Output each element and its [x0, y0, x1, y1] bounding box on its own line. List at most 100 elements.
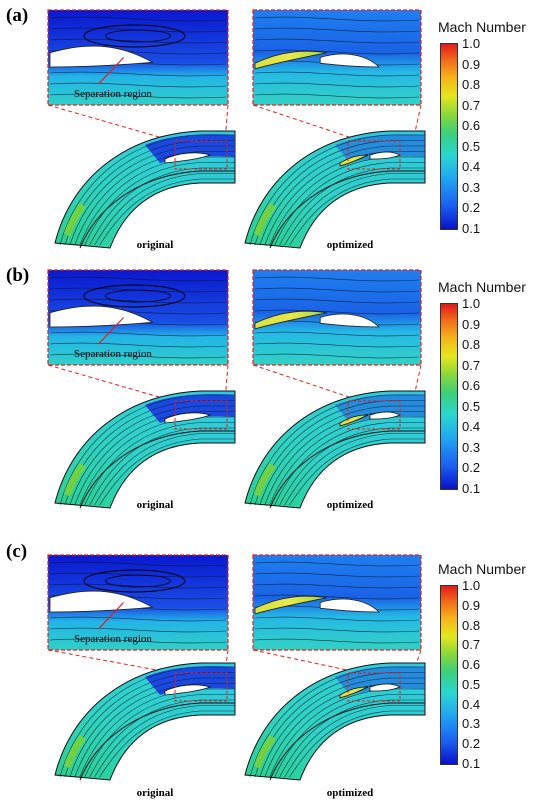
left-inset-streamline	[49, 638, 227, 644]
left-inset	[47, 269, 229, 366]
colorbar-title: Mach Number	[438, 561, 526, 577]
right-inset-streamline	[254, 342, 420, 348]
left-inset-streamline	[49, 93, 227, 99]
left-inset-streamline	[49, 353, 227, 359]
right-inset-streamline	[254, 287, 420, 293]
left-inset	[47, 554, 229, 651]
right-inset-streamline	[254, 93, 420, 99]
colorbar-title: Mach Number	[438, 19, 526, 35]
right-high-speed-strip	[254, 735, 276, 769]
left-streamline	[99, 710, 235, 778]
left-splitter-vane	[164, 684, 212, 696]
left-streamline	[84, 422, 235, 506]
left-inset-streamline	[49, 616, 227, 622]
left-inset	[47, 9, 229, 106]
right-streamline	[249, 134, 425, 246]
caption-optimized: optimized	[326, 499, 374, 511]
left-inset-streamline	[49, 38, 227, 44]
caption-original: original	[136, 499, 174, 511]
right-inset-streamline	[254, 638, 420, 644]
left-high-speed-strip	[64, 735, 86, 769]
right-inset	[252, 554, 422, 651]
colorbar-tick-label: 0.7	[462, 637, 481, 653]
right-streamline	[289, 178, 425, 246]
left-inset-streamline	[49, 82, 227, 88]
colorbar-tick-label: 0.3	[462, 716, 481, 732]
caption-original: original	[136, 239, 174, 251]
right-streamline	[249, 666, 425, 778]
right-inset-streamline	[254, 276, 420, 282]
colorbar-tick-label: 1.0	[462, 36, 481, 51]
right-high-speed-strip	[254, 203, 276, 237]
right-streamline	[284, 705, 425, 778]
right-inset-streamline	[254, 298, 420, 304]
panel-diagram	[47, 554, 426, 781]
left-inset-streamline	[49, 583, 227, 589]
left-streamline	[94, 705, 235, 778]
inset-splitter-vane	[319, 313, 380, 328]
right-inset-streamline	[254, 82, 420, 88]
right-streamline	[284, 433, 425, 506]
caption-original: original	[136, 787, 174, 799]
colorbar-tick-label: 0.8	[462, 77, 481, 93]
zoom-connector	[252, 364, 362, 402]
left-inset-streamline	[49, 342, 227, 348]
colorbar-tick-label: 0.3	[462, 179, 481, 195]
colorbar-tick-label: 0.1	[462, 756, 481, 771]
left-duct-diagram	[54, 662, 236, 781]
inset-splitter-vane	[49, 45, 154, 68]
right-streamline	[284, 173, 425, 246]
colorbar-tick-label: 1.0	[462, 296, 481, 311]
inset-splitter-vane	[49, 305, 154, 328]
zoom-connector	[47, 104, 174, 142]
left-streamline	[99, 178, 235, 246]
right-optimized-lip	[339, 154, 369, 167]
right-streamline	[274, 694, 425, 778]
right-streamline	[279, 699, 425, 778]
right-zoom-box	[347, 672, 401, 702]
right-streamline	[259, 145, 425, 246]
inset-splitter-vane	[319, 53, 380, 68]
left-streamline	[74, 151, 235, 246]
panel-a: (a) Separation region original optimized Mac…	[0, 5, 550, 260]
right-high-speed-strip	[254, 463, 276, 497]
separation-region-label: Separation region	[74, 88, 152, 100]
left-zoom-box	[174, 140, 228, 170]
left-streamline	[84, 162, 235, 246]
colorbar-tick-label: 0.9	[462, 56, 481, 72]
colorbar-tick-label: 0.5	[462, 398, 481, 414]
left-zoom-box	[174, 400, 228, 430]
right-inset-streamline	[254, 309, 420, 315]
colorbar-title: Mach Number	[438, 279, 526, 295]
colorbar-tick-label: 0.8	[462, 337, 481, 353]
right-duct-diagram	[244, 130, 426, 249]
panel-diagram	[47, 9, 426, 249]
right-inset-streamline	[254, 594, 420, 600]
left-streamline	[84, 694, 235, 778]
right-streamline	[279, 167, 425, 246]
colorbar-tick-label: 0.8	[462, 617, 481, 633]
right-streamline	[274, 162, 425, 246]
left-inset-streamline	[49, 627, 227, 633]
separation-arrow	[97, 57, 125, 85]
colorbar	[440, 585, 458, 765]
right-optimized-lip	[339, 686, 369, 699]
right-optimized-lip	[339, 414, 369, 427]
panel-label: (b)	[6, 265, 30, 286]
right-streamline	[274, 422, 425, 506]
colorbar-tick-label: 0.6	[462, 378, 481, 394]
colorbar-tick-label: 0.2	[462, 460, 481, 476]
left-inset-streamline	[49, 298, 227, 304]
colorbar-tick-label: 0.3	[462, 439, 481, 455]
right-inset-streamline	[254, 27, 420, 33]
left-high-speed-strip	[64, 203, 86, 237]
panel-diagram	[47, 269, 426, 509]
left-streamline	[99, 438, 235, 506]
separation-region-label: Separation region	[74, 348, 152, 360]
right-zoom-box	[347, 140, 401, 170]
colorbar-tick-label: 0.5	[462, 138, 481, 154]
right-inset-streamline	[254, 616, 420, 622]
left-inner-wall	[79, 430, 235, 509]
separation-arrow	[97, 602, 125, 630]
colorbar	[440, 43, 458, 230]
